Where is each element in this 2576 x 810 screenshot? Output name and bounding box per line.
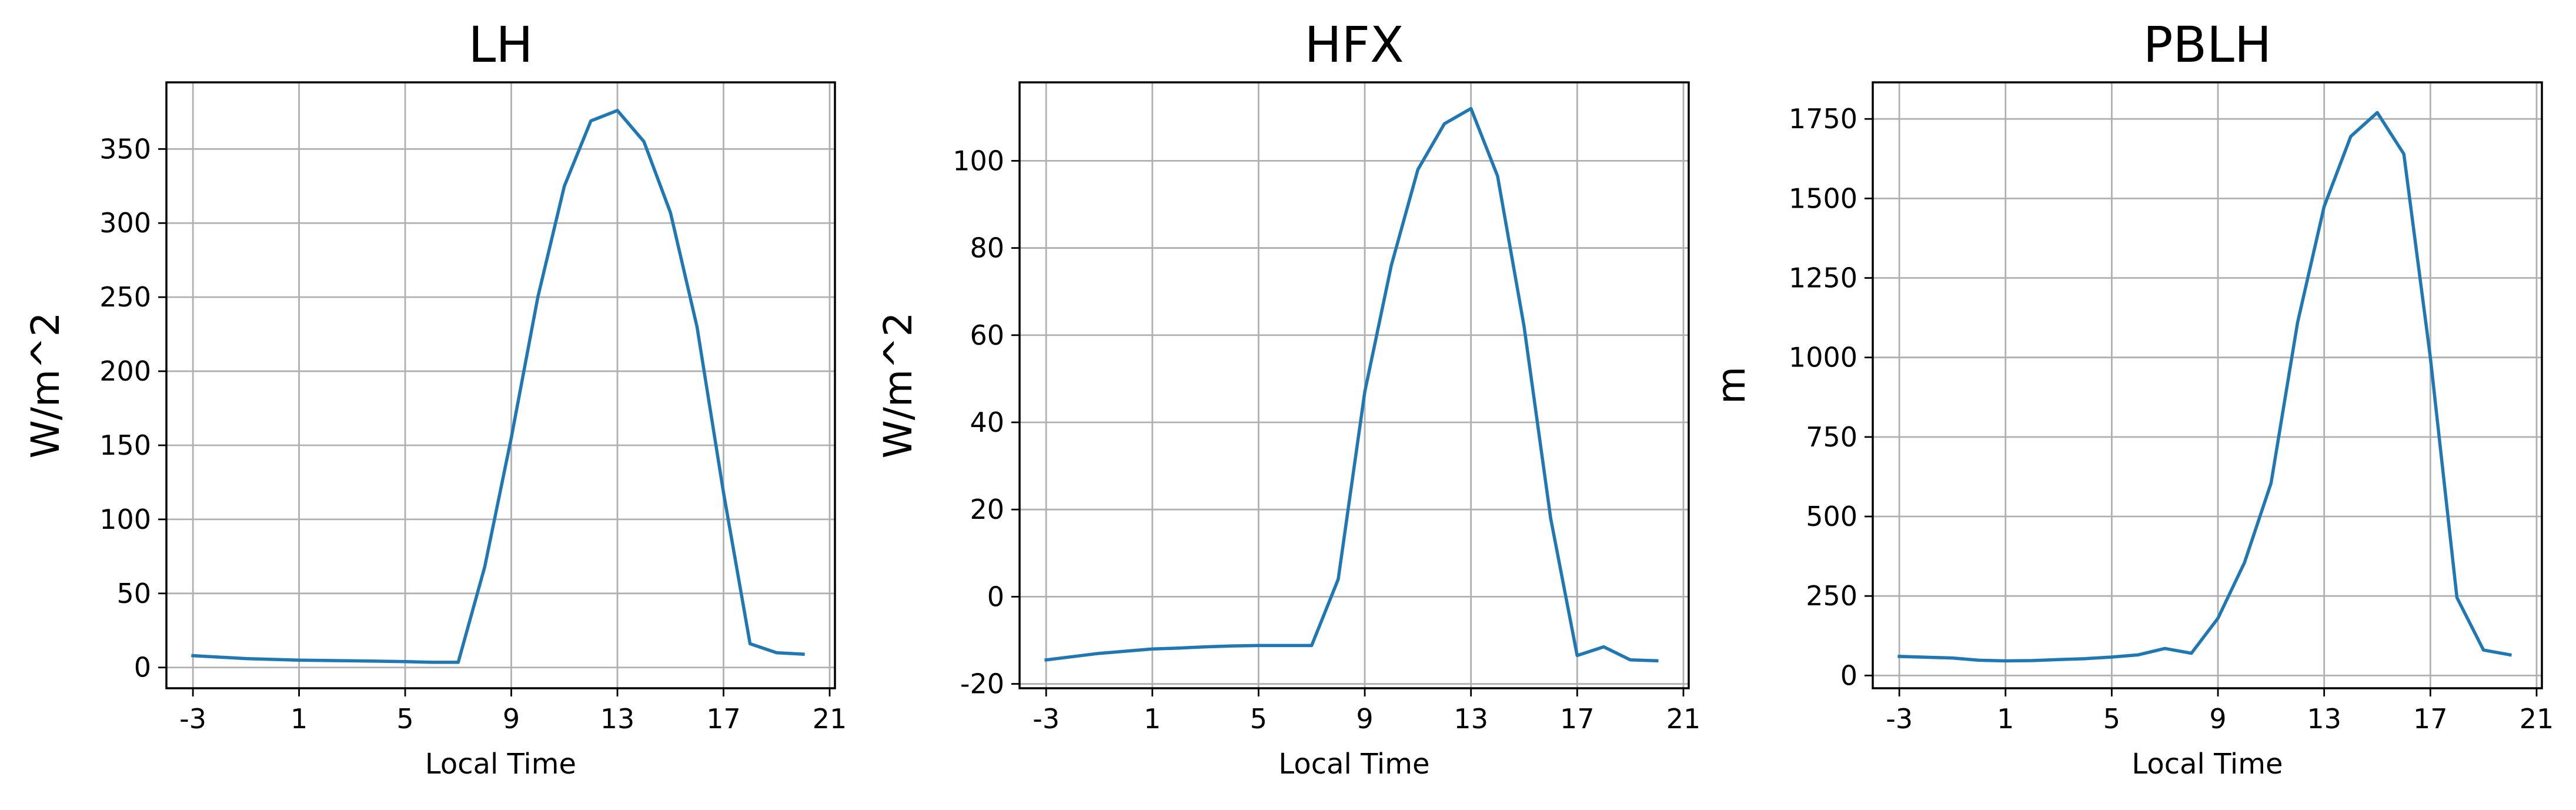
y-tick-label: 50 <box>116 578 151 609</box>
y-tick-label: 40 <box>970 406 1004 438</box>
y-tick-label: 500 <box>1806 501 1857 532</box>
x-tick-label: 5 <box>2103 703 2120 735</box>
series-line <box>1897 111 2512 663</box>
y-tick-label: 100 <box>953 145 1004 176</box>
x-tick-label: -3 <box>1033 703 1060 735</box>
x-tick-label: 13 <box>600 703 635 735</box>
y-tick-label: 80 <box>970 232 1004 264</box>
y-tick-label: 150 <box>99 429 151 461</box>
x-tick-label: 9 <box>1356 703 1373 735</box>
x-tick-label: 21 <box>1666 703 1701 735</box>
axes-frame <box>1872 81 2543 689</box>
x-tick-label: 17 <box>1560 703 1595 735</box>
y-tick-label: 100 <box>99 504 151 535</box>
y-tick-label: 0 <box>987 581 1004 612</box>
x-tick-label: 13 <box>2307 703 2341 735</box>
x-tick-label: 21 <box>813 703 847 735</box>
panel-pblh: -3 1 5 9 13 17 21 0 250 500 750 1000 1250 1500 1750 PBL… <box>1709 16 2554 781</box>
x-tick-label: 17 <box>2413 703 2448 735</box>
x-tick-label: 5 <box>1250 703 1267 735</box>
chart-title: HFX <box>1304 16 1404 74</box>
y-tick-label: 1750 <box>1789 103 1857 135</box>
y-tick-label: 1500 <box>1789 182 1857 214</box>
y-tick-label: 300 <box>99 207 151 239</box>
x-tick-label: 17 <box>706 703 741 735</box>
y-axis-label: m <box>1709 366 1754 404</box>
chart-title: LH <box>469 16 533 74</box>
x-axis-label: Local Time <box>425 748 576 781</box>
y-axis-label: W/m^2 <box>876 312 921 458</box>
y-tick-label: 200 <box>99 355 151 387</box>
y-tick-label: 1000 <box>1789 342 1857 374</box>
chart-title: PBLH <box>2143 16 2271 74</box>
y-tick-label: 0 <box>134 652 151 684</box>
y-tick-label: 60 <box>970 319 1004 351</box>
y-tick-label: 250 <box>99 281 151 313</box>
y-tick-label: 250 <box>1806 580 1857 612</box>
y-tick-label: -20 <box>960 668 1004 700</box>
x-tick-label: 1 <box>290 703 308 735</box>
panel-hfx: -3 1 5 9 13 17 21 -20 0 20 40 60 80 100 HFX Local Time W… <box>876 16 1700 781</box>
y-tick-label: 350 <box>99 133 151 165</box>
y-tick-label: 1250 <box>1789 262 1857 294</box>
x-tick-label: 13 <box>1454 703 1488 735</box>
y-tick-label: 0 <box>1840 659 1857 691</box>
axes-frame <box>165 81 836 689</box>
x-tick-label: -3 <box>179 703 206 735</box>
series-line <box>1044 106 1659 663</box>
x-axis-label: Local Time <box>1278 748 1429 781</box>
x-tick-label: -3 <box>1886 703 1913 735</box>
x-tick-label: 9 <box>503 703 520 735</box>
series-line <box>191 109 805 664</box>
x-tick-label: 5 <box>396 703 413 735</box>
y-axis-label: W/m^2 <box>23 312 68 458</box>
x-tick-label: 21 <box>2520 703 2554 735</box>
y-tick-label: 750 <box>1806 421 1857 453</box>
x-tick-label: 1 <box>1997 703 2014 735</box>
x-tick-label: 1 <box>1144 703 1161 735</box>
x-tick-label: 9 <box>2209 703 2226 735</box>
axes-frame <box>1018 81 1690 689</box>
x-axis-label: Local Time <box>2131 748 2283 781</box>
panel-lh: -3 1 5 9 13 17 21 0 50 100 150 200 250 300 350 LH Local … <box>23 16 847 781</box>
y-tick-label: 20 <box>970 494 1004 525</box>
